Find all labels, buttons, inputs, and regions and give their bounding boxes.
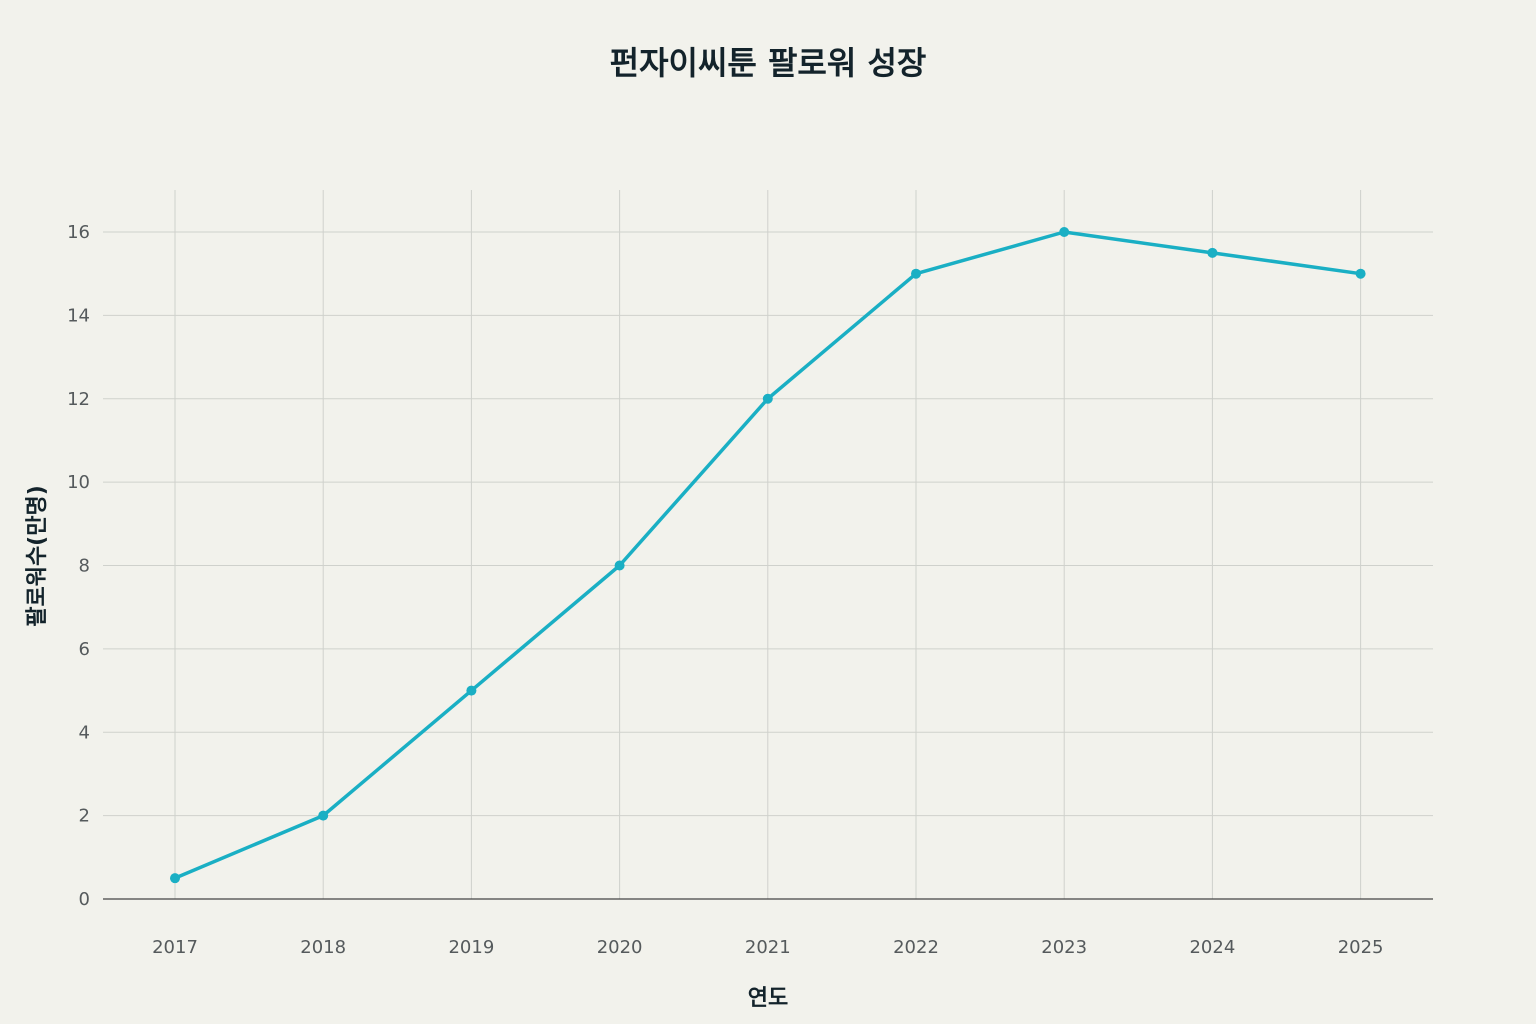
- y-axis-title: 팔로워수(만명): [25, 485, 50, 627]
- x-tick-label: 2024: [1189, 937, 1235, 958]
- x-tick-label: 2021: [745, 937, 791, 958]
- data-point: [1059, 227, 1070, 237]
- x-tick-label: 2025: [1338, 937, 1384, 958]
- x-tick-label: 2017: [152, 937, 198, 958]
- y-tick-labels: 0 2 4 6 8 10 12 14 16: [67, 222, 90, 910]
- y-tick-label: 12: [67, 389, 90, 410]
- data-point: [1207, 247, 1218, 258]
- x-tick-label: 2022: [893, 937, 939, 958]
- x-axis-title: 연도: [748, 986, 788, 1011]
- y-tick-label: 8: [79, 556, 90, 577]
- y-tick-label: 16: [67, 222, 90, 243]
- data-point: [170, 873, 180, 884]
- data-point: [762, 393, 773, 404]
- y-tick-label: 4: [79, 722, 90, 743]
- x-tick-label: 2019: [448, 937, 494, 958]
- y-tick-label: 14: [67, 305, 90, 326]
- data-point: [911, 268, 921, 279]
- data-point: [614, 560, 625, 571]
- x-tick-label: 2023: [1041, 937, 1087, 958]
- y-tick-label: 10: [67, 472, 90, 493]
- data-point: [1355, 268, 1366, 279]
- data-point: [466, 685, 477, 696]
- x-tick-label: 2020: [597, 937, 643, 958]
- data-point: [318, 810, 329, 821]
- series-layer: [170, 227, 1366, 884]
- x-tick-label: 2018: [300, 937, 346, 958]
- x-tick-labels: 2017 2018 2019 2020 2021 2022 2023 2024 2025: [152, 937, 1383, 958]
- y-tick-label: 0: [79, 889, 90, 910]
- chart-title: 펀자이씨툰 팔로워 성장: [610, 44, 927, 82]
- grid-layer: [103, 190, 1433, 900]
- y-tick-label: 2: [79, 806, 90, 827]
- y-tick-label: 6: [79, 639, 90, 660]
